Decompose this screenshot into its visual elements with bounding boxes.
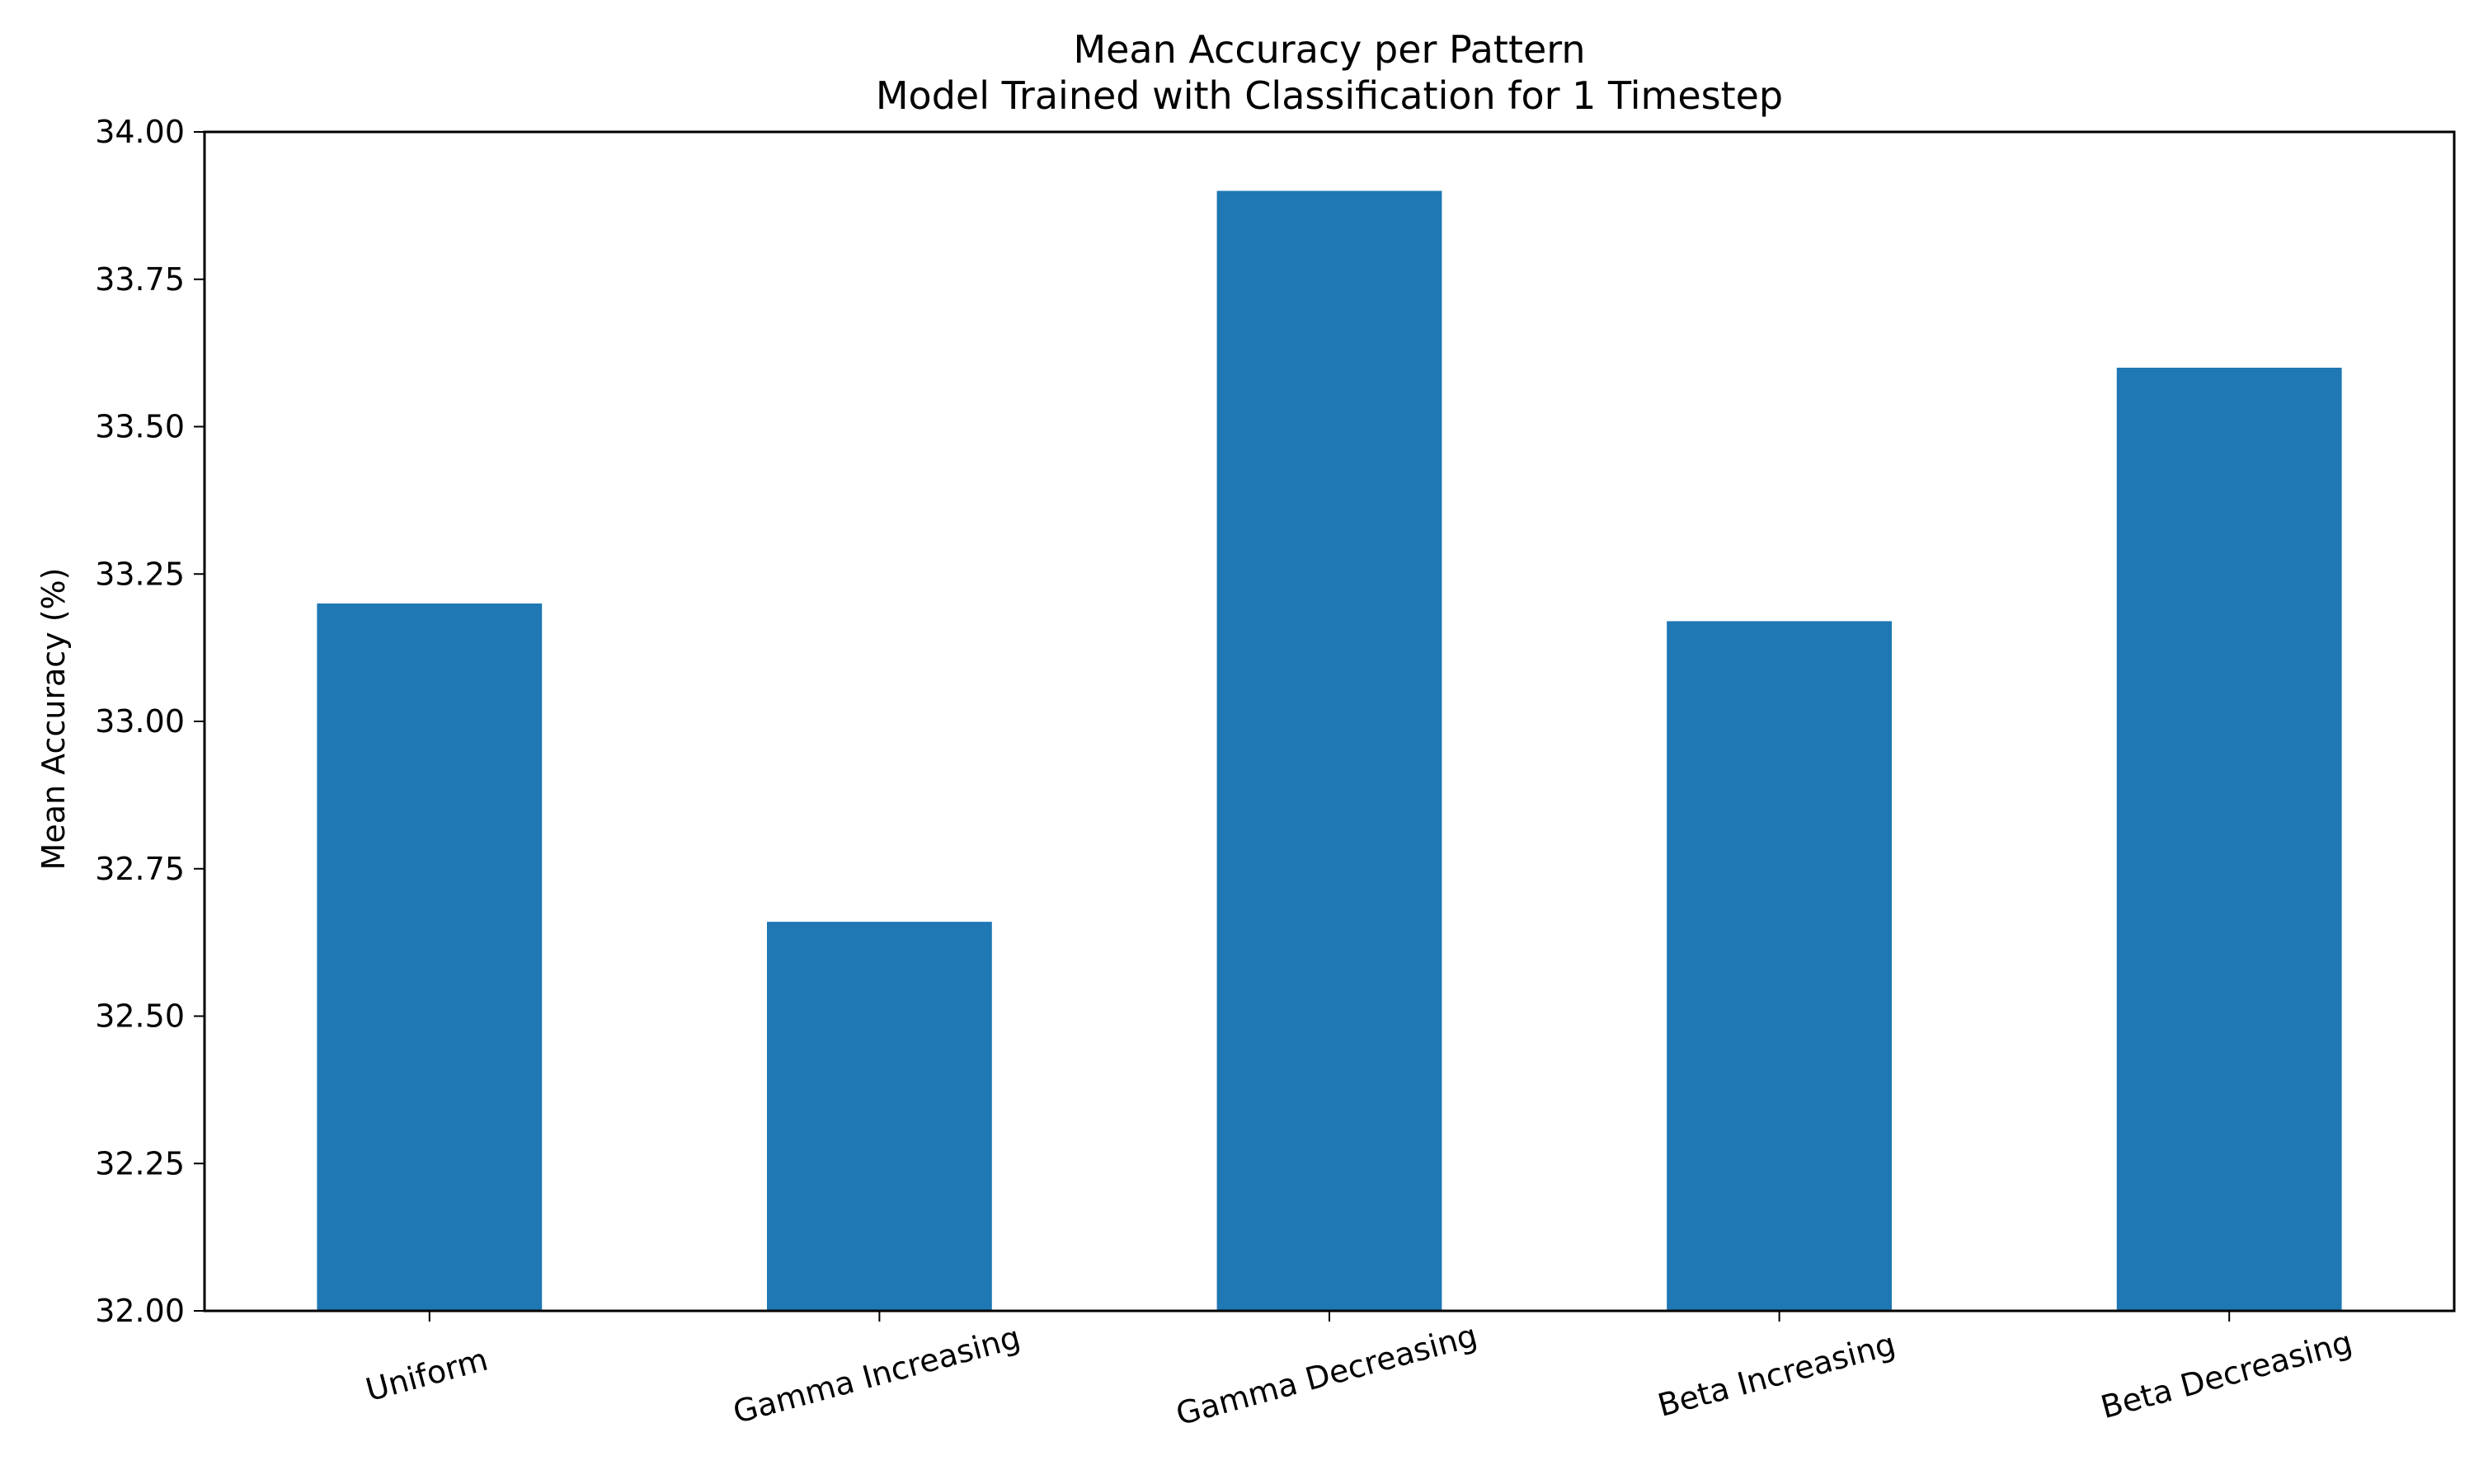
bar-beta-decreasing <box>2116 368 2342 1311</box>
bar-uniform <box>317 603 543 1311</box>
bars-group <box>317 190 2342 1311</box>
y-tick-label: 33.75 <box>95 261 185 298</box>
y-tick-label: 33.25 <box>95 556 185 592</box>
y-tick-label: 32.25 <box>95 1145 185 1181</box>
y-tick-label: 33.00 <box>95 703 185 740</box>
y-tick-label: 32.75 <box>95 851 185 887</box>
y-axis-ticks: 32.00 32.25 32.50 32.75 33.00 33.25 33.50 33.75… <box>95 114 205 1329</box>
y-tick-label: 32.00 <box>95 1293 185 1329</box>
plot-area-frame <box>203 130 2456 1313</box>
bar-gamma-increasing <box>767 922 992 1311</box>
bar-beta-increasing <box>1667 621 1892 1311</box>
y-tick-label: 34.00 <box>95 114 185 150</box>
chart-title: Mean Accuracy per Pattern <box>1073 27 1585 72</box>
chart-subtitle: Model Trained with Classification for 1 … <box>876 73 1783 118</box>
y-tick-label: 33.50 <box>95 409 185 445</box>
y-tick-label: 32.50 <box>95 998 185 1035</box>
bar-gamma-decreasing <box>1216 190 1442 1311</box>
y-axis-label: Mean Accuracy (%) <box>35 568 72 871</box>
